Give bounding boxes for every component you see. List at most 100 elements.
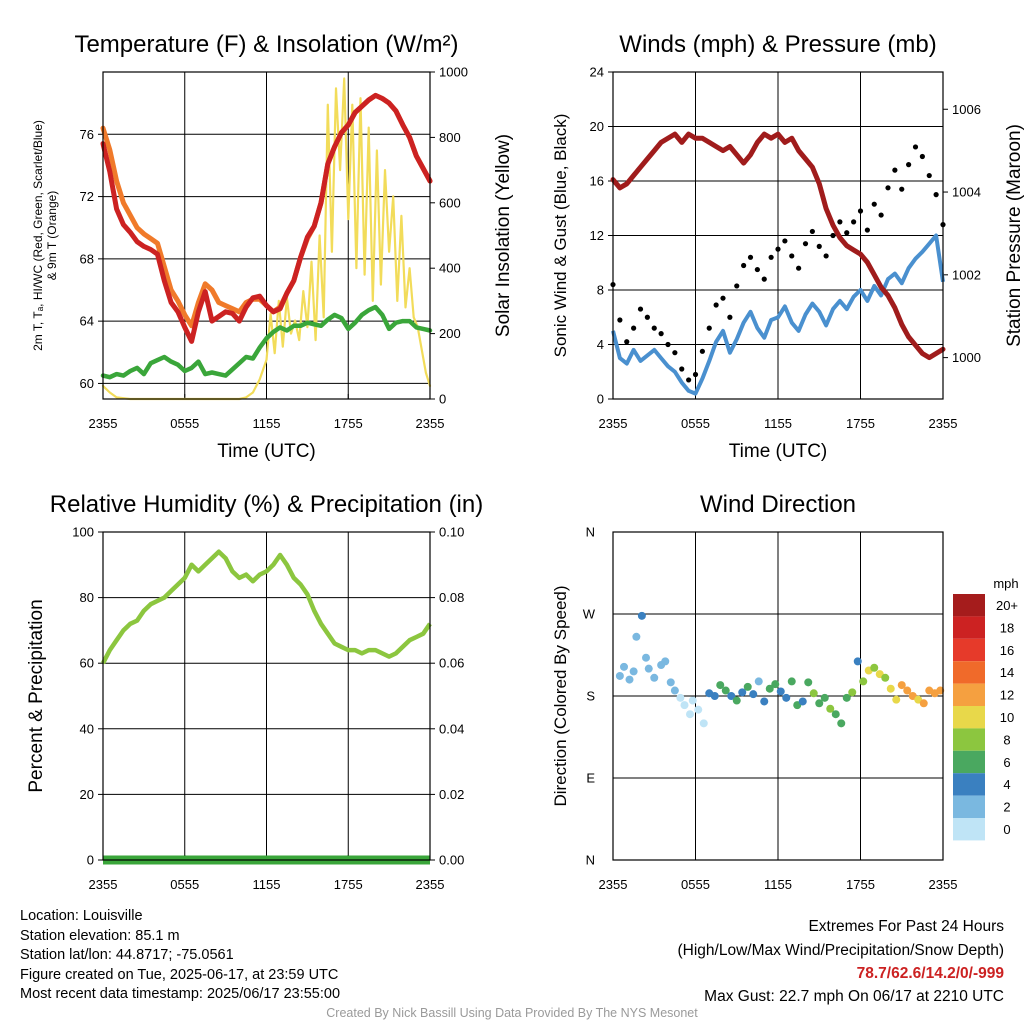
plot-frame: [612, 531, 944, 861]
x-axis-label: Time (UTC): [729, 441, 828, 462]
gust-point: [672, 350, 678, 356]
gust-point: [637, 306, 644, 312]
direction-point: [815, 699, 824, 708]
x-tick-label: 1155: [253, 877, 281, 892]
direction-point: [661, 657, 670, 666]
direction-point: [625, 675, 634, 684]
gust-point: [906, 162, 912, 168]
x-tick-label: 0555: [170, 416, 199, 431]
colorbar-swatch: [953, 594, 985, 617]
direction-point: [650, 673, 659, 682]
y-tick-label: 64: [80, 314, 94, 329]
y2-tick-label: 1004: [952, 185, 981, 200]
chart-title: Relative Humidity (%) & Precipitation (i…: [50, 491, 483, 518]
direction-tick-label: S: [586, 689, 595, 704]
y2-tick-label: 1000: [952, 350, 981, 365]
colorbar-swatch: [953, 683, 985, 706]
gust-point: [871, 201, 877, 207]
direction-point: [721, 686, 730, 695]
y-axis-label: Percent & Precipitation: [26, 599, 47, 792]
gust-point: [727, 314, 733, 320]
direction-point: [837, 719, 846, 728]
direction-point: [629, 667, 638, 676]
gust-point: [912, 144, 919, 150]
gust-point: [844, 230, 850, 236]
direction-point: [620, 662, 628, 671]
gust-point: [775, 246, 781, 252]
x-tick-label: 1755: [334, 877, 363, 892]
direction-point: [765, 684, 774, 693]
plot-frame: [102, 71, 431, 400]
series-line-2m-t: [100, 92, 433, 344]
direction-point: [809, 689, 818, 698]
gust-point: [782, 238, 788, 244]
y2-tick-label: 1000: [439, 65, 468, 80]
y2-tick-label: 1006: [952, 102, 981, 117]
y-tick-label: 20: [80, 787, 94, 802]
direction-point: [688, 696, 697, 705]
direction-point: [782, 693, 791, 702]
gust-point: [892, 167, 898, 173]
x-tick-label: 1155: [764, 877, 792, 892]
plot-frame: [102, 531, 431, 861]
gust-point: [761, 276, 767, 282]
station-elevation: Station elevation: 85.1 m: [20, 927, 180, 944]
direction-point: [749, 690, 758, 699]
y2-tick-label: 0.04: [439, 721, 464, 736]
direction-point: [870, 663, 879, 672]
colorbar-label: 14: [1000, 665, 1014, 680]
y-tick-label: 68: [80, 251, 94, 266]
gust-point: [651, 325, 657, 331]
gust-point: [706, 325, 712, 331]
colorbar-label: 16: [1000, 643, 1014, 658]
direction-point: [754, 677, 763, 686]
chart-title: Temperature (F) & Insolation (W/m²): [74, 31, 458, 58]
colorbar-swatch: [953, 706, 985, 729]
direction-point: [676, 693, 685, 702]
direction-point: [798, 697, 807, 706]
y-tick-label: 80: [80, 590, 94, 605]
y-tick-label: 40: [80, 721, 94, 736]
gust-point: [857, 208, 864, 214]
direction-tick-label: W: [583, 607, 596, 622]
gust-point: [658, 331, 664, 337]
direction-point: [743, 682, 752, 691]
y-tick-label: 0: [597, 392, 604, 407]
gust-point: [686, 377, 692, 383]
colorbar-swatch: [953, 661, 985, 684]
gust-point: [734, 283, 740, 289]
series-line-relative-humidity: [101, 549, 432, 665]
gust-point: [885, 185, 891, 191]
direction-point: [787, 677, 796, 686]
x-tick-label: 1755: [334, 416, 363, 431]
extremes-legend: (High/Low/Max Wind/Precipitation/Snow De…: [677, 942, 1005, 959]
direction-tick-label: N: [586, 525, 595, 540]
x-tick-label: 2355: [599, 877, 628, 892]
gust-point: [699, 348, 705, 354]
y-tick-label: 20: [590, 119, 604, 134]
x-tick-label: 2355: [929, 877, 958, 892]
direction-point: [919, 699, 928, 708]
direction-point: [738, 688, 747, 697]
gust-point: [796, 265, 802, 271]
direction-tick-label: E: [586, 771, 595, 786]
direction-point: [727, 692, 736, 700]
station-info: Location: Louisville Station elevation: …: [20, 907, 340, 1005]
direction-point: [632, 632, 641, 641]
gust-point: [933, 192, 939, 198]
y-tick-label: 8: [597, 283, 604, 298]
max-gust: Max Gust: 22.7 mph On 06/17 at 2210 UTC: [704, 988, 1004, 1005]
y2-axis-label: Station Pressure (Maroon): [1004, 124, 1024, 347]
gust-point: [837, 219, 843, 225]
gust-point: [754, 266, 760, 273]
series-line-td: [100, 304, 433, 380]
direction-point: [826, 704, 835, 713]
direction-point: [897, 681, 906, 690]
gust-point: [899, 186, 905, 192]
y2-tick-label: 1002: [952, 267, 981, 282]
x-tick-label: 1755: [846, 877, 875, 892]
x-tick-label: 0555: [681, 416, 710, 431]
direction-point: [820, 693, 829, 702]
y-axis-label: Sonic Wind & Gust (Blue, Black): [551, 114, 570, 358]
